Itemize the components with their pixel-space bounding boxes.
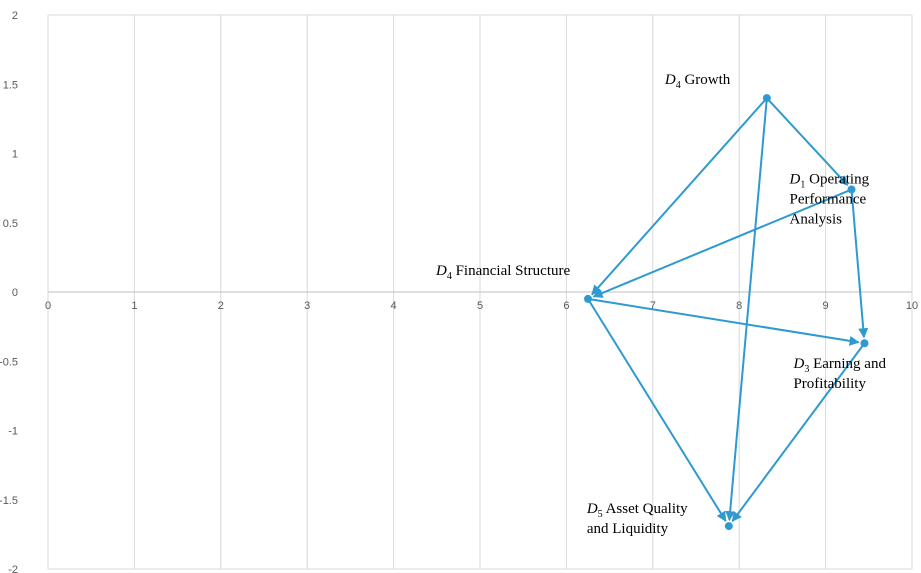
x-axis: 0 1 2 3 4 5 6 7 8 9 10 [45,291,918,312]
label-text: Performance [790,192,867,208]
point-d2 [762,94,771,103]
y-tick-label: 1 [12,149,18,161]
arrow-d2-to-d4 [591,99,766,296]
x-tick-label: 7 [650,300,656,312]
points [584,94,869,531]
x-tick-label: 2 [218,300,224,312]
label-text: Profitability [793,376,866,392]
point-d4 [584,294,592,303]
arrow-d1-to-d3 [850,192,869,339]
x-tick-label: 0 [45,300,51,312]
label-text: and Liquidity [587,521,669,537]
arrow-d3-to-d5 [731,345,864,523]
label-text: Asset Quality [603,501,688,517]
label-d5: D5 Asset Quality and Liquidity [586,501,688,537]
label-symbol: D [435,263,447,279]
label-d1: D1 Operating Performance Analysis [789,172,870,228]
label-text: Financial Structure [452,263,571,279]
arrow-d1-to-d4 [592,189,850,298]
arrows [588,99,869,523]
label-subscript: 4 [447,271,452,282]
x-tick-label: 9 [823,300,829,312]
label-text: Growth [681,72,731,88]
y-tick-label: 0 [12,287,18,299]
label-subscript: 5 [598,509,603,520]
label-subscript: 4 [676,80,681,91]
label-text: Earning and [809,356,886,372]
y-tick-label: -1.5 [0,495,18,507]
x-tick-label: 1 [131,300,137,312]
x-tick-label: 3 [304,300,310,312]
label-d4: D4 Financial Structure [435,263,570,282]
label-symbol: D [586,501,598,517]
arrow-d4-to-d3 [590,298,860,346]
point-d5 [724,522,733,531]
arrow-d4-to-d5 [588,300,727,522]
y-tick-label: -0.5 [0,356,18,368]
y-tick-label: -1 [8,426,18,438]
x-tick-label: 8 [736,300,742,312]
y-tick-label: -2 [8,564,18,573]
y-axis: 2 1.5 1 0.5 0 -0.5 -1 -1.5 -2 [0,10,18,573]
arrow-d2-to-d1 [768,99,849,186]
label-text: Operating [805,172,869,188]
label-text: Analysis [790,212,843,228]
x-tick-label: 10 [906,300,918,312]
label-symbol: D [792,356,804,372]
label-d3: D3 Earning and Profitability [792,356,886,392]
point-d3 [860,339,869,348]
y-tick-label: 0.5 [3,218,18,230]
label-subscript: 3 [804,364,809,375]
label-subscript: 1 [800,180,805,191]
label-symbol: D [664,72,676,88]
y-tick-label: 1.5 [3,79,18,91]
label-symbol: D [789,172,801,188]
x-tick-label: 6 [563,300,569,312]
x-tick-label: 5 [477,300,483,312]
arrow-d2-to-d5 [725,100,768,522]
y-tick-label: 2 [12,10,18,22]
point-d1 [847,185,856,194]
label-d2: D4 Growth [664,72,731,91]
x-tick-label: 4 [391,300,397,312]
